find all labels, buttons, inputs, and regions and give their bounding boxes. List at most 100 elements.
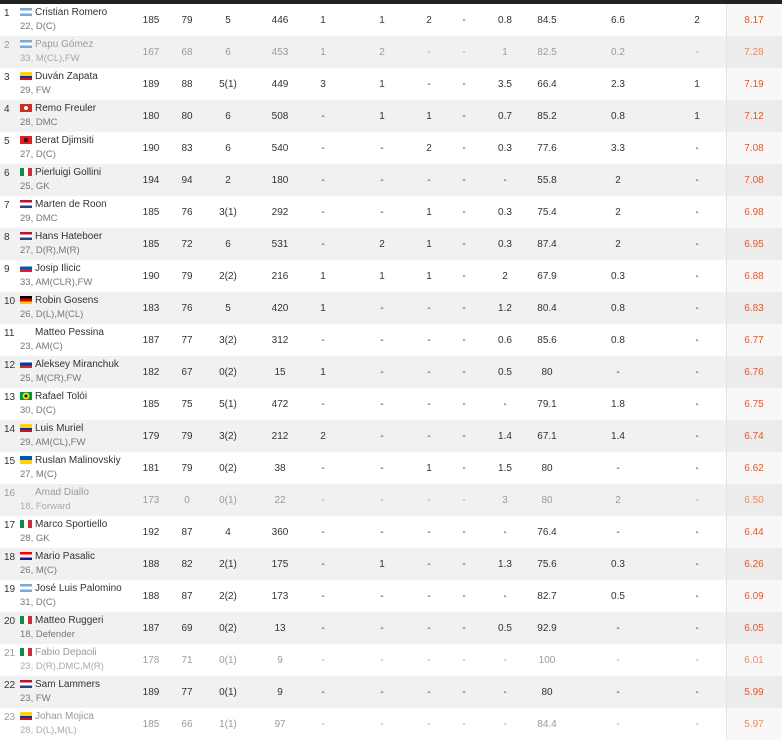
cell-height: 194 — [142, 175, 160, 186]
cell-height: 180 — [142, 111, 160, 122]
cell-goals: - — [321, 399, 325, 410]
cell-height: 178 — [142, 655, 160, 666]
player-name-link[interactable]: Aleksey Miranchuk — [35, 359, 119, 370]
player-name-link[interactable]: Papu Gómez — [35, 39, 94, 50]
cell-height: 187 — [142, 335, 160, 346]
table-row[interactable]: 8 Hans Hateboer 27, D(R),M(R) 185 72 6 531 - 2 1 -… — [0, 228, 782, 260]
cell-apps: 1(1) — [219, 719, 237, 730]
player-name-link[interactable]: Ruslan Malinovskiy — [35, 455, 121, 466]
table-row[interactable]: 17 Marco Sportiello 28, GK 192 87 4 360 - - - - - 76… — [0, 516, 782, 548]
player-name-link[interactable]: Duván Zapata — [35, 71, 98, 82]
player-name-link[interactable]: Berat Djimsiti — [35, 135, 94, 146]
table-row[interactable]: 6 Pierluigi Gollini 25, GK 194 94 2 180 - - - - - 55… — [0, 164, 782, 196]
table-row[interactable]: 19 José Luis Palomino 31, D(C) 188 87 2(2) 173… — [0, 580, 782, 612]
cell-mins: 472 — [271, 399, 289, 410]
cell-pass: 100 — [538, 655, 556, 666]
player-name-link[interactable]: Marten de Roon — [35, 199, 107, 210]
cell-rating: 6.44 — [744, 527, 764, 538]
table-row[interactable]: 1 Cristian Romero 22, D(C) 185 79 5 446 1 1 2 - 0.8… — [0, 4, 782, 36]
flag-colombia-icon — [20, 712, 32, 720]
cell-pass: 79.1 — [537, 399, 557, 410]
table-row[interactable]: 3 Duván Zapata 29, FW 189 88 5(1) 449 3 1 - - 3.5 66… — [0, 68, 782, 100]
player-name-link[interactable]: Pierluigi Gollini — [35, 167, 102, 178]
cell-goals: 1 — [320, 47, 326, 58]
cell-apps: 0(2) — [219, 367, 237, 378]
cell-mins: 15 — [274, 367, 286, 378]
player-name-link[interactable]: Mario Pasalic — [35, 551, 96, 562]
player-age-position: 26, D(L),M(CL) — [20, 309, 84, 320]
cell-rating: 6.83 — [744, 303, 764, 314]
cell-aerials: 0.8 — [611, 303, 625, 314]
cell-aerials: 1.8 — [611, 399, 625, 410]
cell-apps: 2 — [225, 175, 231, 186]
player-name-link[interactable]: Remo Freuler — [35, 103, 97, 114]
table-row[interactable]: 16 Amad Diallo 18, Forward 173 0 0(1) 22 - - - - 3 8… — [0, 484, 782, 516]
table-row[interactable]: 21 Fabio Depaoli 23, D(R),DMC,M(R) 178 71 0(1… — [0, 644, 782, 676]
table-row[interactable]: 9 Josip Ilicic 33, AM(CLR),FW 190 79 2(2) 216 1… — [0, 260, 782, 292]
cell-pass: 76.4 — [537, 527, 557, 538]
table-row[interactable]: 15 Ruslan Malinovskiy 27, M(C) 181 79 0(2) 38 -… — [0, 452, 782, 484]
player-name-link[interactable]: José Luis Palomino — [35, 583, 122, 594]
table-row[interactable]: 10 Robin Gosens 26, D(L),M(CL) 183 76 5 420 1 - -… — [0, 292, 782, 324]
cell-pass: 67.1 — [537, 431, 557, 442]
cell-weight: 71 — [181, 655, 193, 666]
table-row[interactable]: 23 Johan Mojica 28, D(L),M(L) 185 66 1(1) 97 - -… — [0, 708, 782, 740]
cell-goals: 1 — [320, 367, 326, 378]
cell-rating: 7.08 — [744, 143, 764, 154]
table-row[interactable]: 18 Mario Pasalic 26, M(C) 188 82 2(1) 175 - 1 - - 1… — [0, 548, 782, 580]
rating-cell-bg — [726, 580, 782, 612]
player-name-link[interactable]: Robin Gosens — [35, 295, 99, 306]
table-row[interactable]: 22 Sam Lammers 23, FW 189 77 0(1) 9 - - - - - 80 - - 5.… — [0, 676, 782, 708]
table-row[interactable]: 5 Berat Djimsiti 27, D(C) 190 83 6 540 - - 2 - 0.3 7… — [0, 132, 782, 164]
player-name-link[interactable]: Sam Lammers — [35, 679, 101, 690]
cell-pass: 80 — [541, 495, 553, 506]
table-row[interactable]: 12 Aleksey Miranchuk 25, M(CR),FW 182 67 0(2)… — [0, 356, 782, 388]
cell-weight: 69 — [181, 623, 193, 634]
player-name-link[interactable]: Rafael Tolói — [35, 391, 88, 402]
table-row[interactable]: 4 Remo Freuler 28, DMC 180 80 6 508 - 1 1 - 0.7 85.2… — [0, 100, 782, 132]
player-age-position: 23, D(R),DMC,M(R) — [20, 661, 104, 672]
cell-aerials: - — [616, 655, 620, 666]
table-row[interactable]: 14 Luis Muriel 29, AM(CL),FW 179 79 3(2) 212 2 -… — [0, 420, 782, 452]
rating-cell-bg — [726, 36, 782, 68]
flag-colombia-icon — [20, 424, 32, 432]
table-row[interactable]: 20 Matteo Ruggeri 18, Defender 187 69 0(2) 13 -… — [0, 612, 782, 644]
player-name-link[interactable]: Hans Hateboer — [35, 231, 103, 242]
player-age-position: 29, FW — [20, 85, 51, 96]
cell-motm: 1 — [694, 79, 700, 90]
player-name-link[interactable]: Matteo Pessina — [35, 327, 104, 338]
cell-yellow: - — [427, 623, 431, 634]
player-name-link[interactable]: Matteo Ruggeri — [35, 615, 104, 626]
cell-mins: 13 — [274, 623, 286, 634]
player-name-link[interactable]: Josip Ilicic — [35, 263, 81, 274]
player-name-link[interactable]: Johan Mojica — [35, 711, 94, 722]
cell-shots: 0.6 — [498, 335, 512, 346]
cell-weight: 66 — [181, 719, 193, 730]
player-name-link[interactable]: Luis Muriel — [35, 423, 84, 434]
player-name-link[interactable]: Marco Sportiello — [35, 519, 108, 530]
player-age-position: 26, M(C) — [20, 565, 57, 576]
cell-assists: 1 — [379, 15, 385, 26]
table-row[interactable]: 2 Papu Gómez 33, M(CL),FW 167 68 6 453 1 2 - - 1 82.… — [0, 36, 782, 68]
table-row[interactable]: 7 Marten de Roon 29, DMC 185 76 3(1) 292 - - 1 - 0.… — [0, 196, 782, 228]
table-row[interactable]: 11 Matteo Pessina 23, AM(C) 187 77 3(2) 312 - - -… — [0, 324, 782, 356]
flag-netherlands-icon — [20, 232, 32, 240]
player-age-position: 18, Forward — [20, 501, 71, 512]
cell-mins: 173 — [271, 591, 289, 602]
cell-height: 167 — [142, 47, 160, 58]
flag-italy-icon — [20, 648, 32, 656]
cell-rating: 6.50 — [744, 495, 764, 506]
cell-motm: - — [695, 335, 699, 346]
table-row[interactable]: 13 Rafael Tolói 30, D(C) 185 75 5(1) 472 - - - - - 7… — [0, 388, 782, 420]
cell-aerials: - — [616, 463, 620, 474]
cell-pass: 87.4 — [537, 239, 557, 250]
player-name-link[interactable]: Cristian Romero — [35, 7, 108, 18]
cell-mins: 449 — [271, 79, 289, 90]
player-age-position: 29, AM(CL),FW — [20, 437, 86, 448]
cell-shots: - — [503, 527, 507, 538]
cell-height: 183 — [142, 303, 160, 314]
cell-assists: - — [380, 399, 384, 410]
player-name-link[interactable]: Amad Diallo — [35, 487, 89, 498]
player-name-link[interactable]: Fabio Depaoli — [35, 647, 97, 658]
cell-assists: - — [380, 719, 384, 730]
